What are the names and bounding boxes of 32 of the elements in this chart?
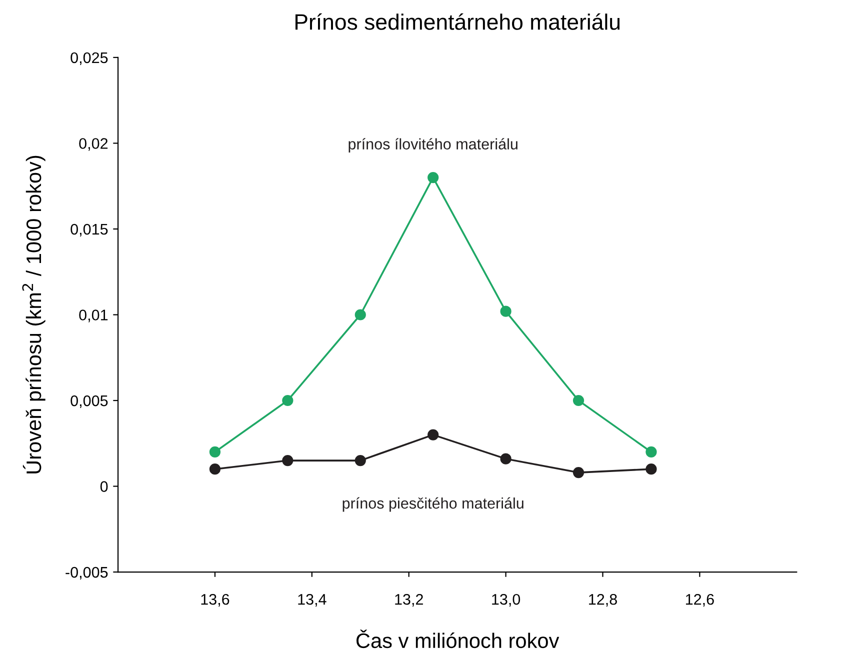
point [646,464,657,475]
x-tick-label: 13,0 [492,594,520,607]
point [209,464,221,475]
y-tick-label: 0,01 [79,310,108,322]
series-label: prínos ílovitého materiálu [348,138,518,153]
point [428,172,439,184]
point [572,466,584,478]
point [572,394,584,406]
point [282,454,294,466]
x-axis-title: Čas v miliónoch rokov [356,630,560,648]
point [354,309,366,320]
text: prínos piesčitého materiálu [342,497,524,512]
chart-title: Prínos sedimentárneho materiálu [295,13,620,30]
y-axis-title: Úroveň prínosu (km$^{2}$ / 1000 rokov) [22,156,46,474]
point [428,429,439,440]
point [354,454,366,466]
point [282,394,294,406]
point [646,446,657,458]
point [500,306,512,317]
x-tick-label: 13,2 [395,594,423,607]
y-tick-label: 0,025 [70,52,108,65]
y-tick-label: -0,005 [66,566,108,580]
x-tick-label: 13,6 [201,594,230,607]
x-tick-label: 12,8 [589,594,617,607]
x-tick-label: 12,6 [686,594,714,607]
point [500,453,512,464]
y-tick-label: 0,005 [70,395,108,408]
y-tick-label: 0 [100,481,108,492]
x-tick-label: 13,4 [298,594,326,607]
y-tick-label: 0,015 [70,224,108,236]
point [209,446,221,458]
y-tick-label: 0,02 [79,138,108,151]
